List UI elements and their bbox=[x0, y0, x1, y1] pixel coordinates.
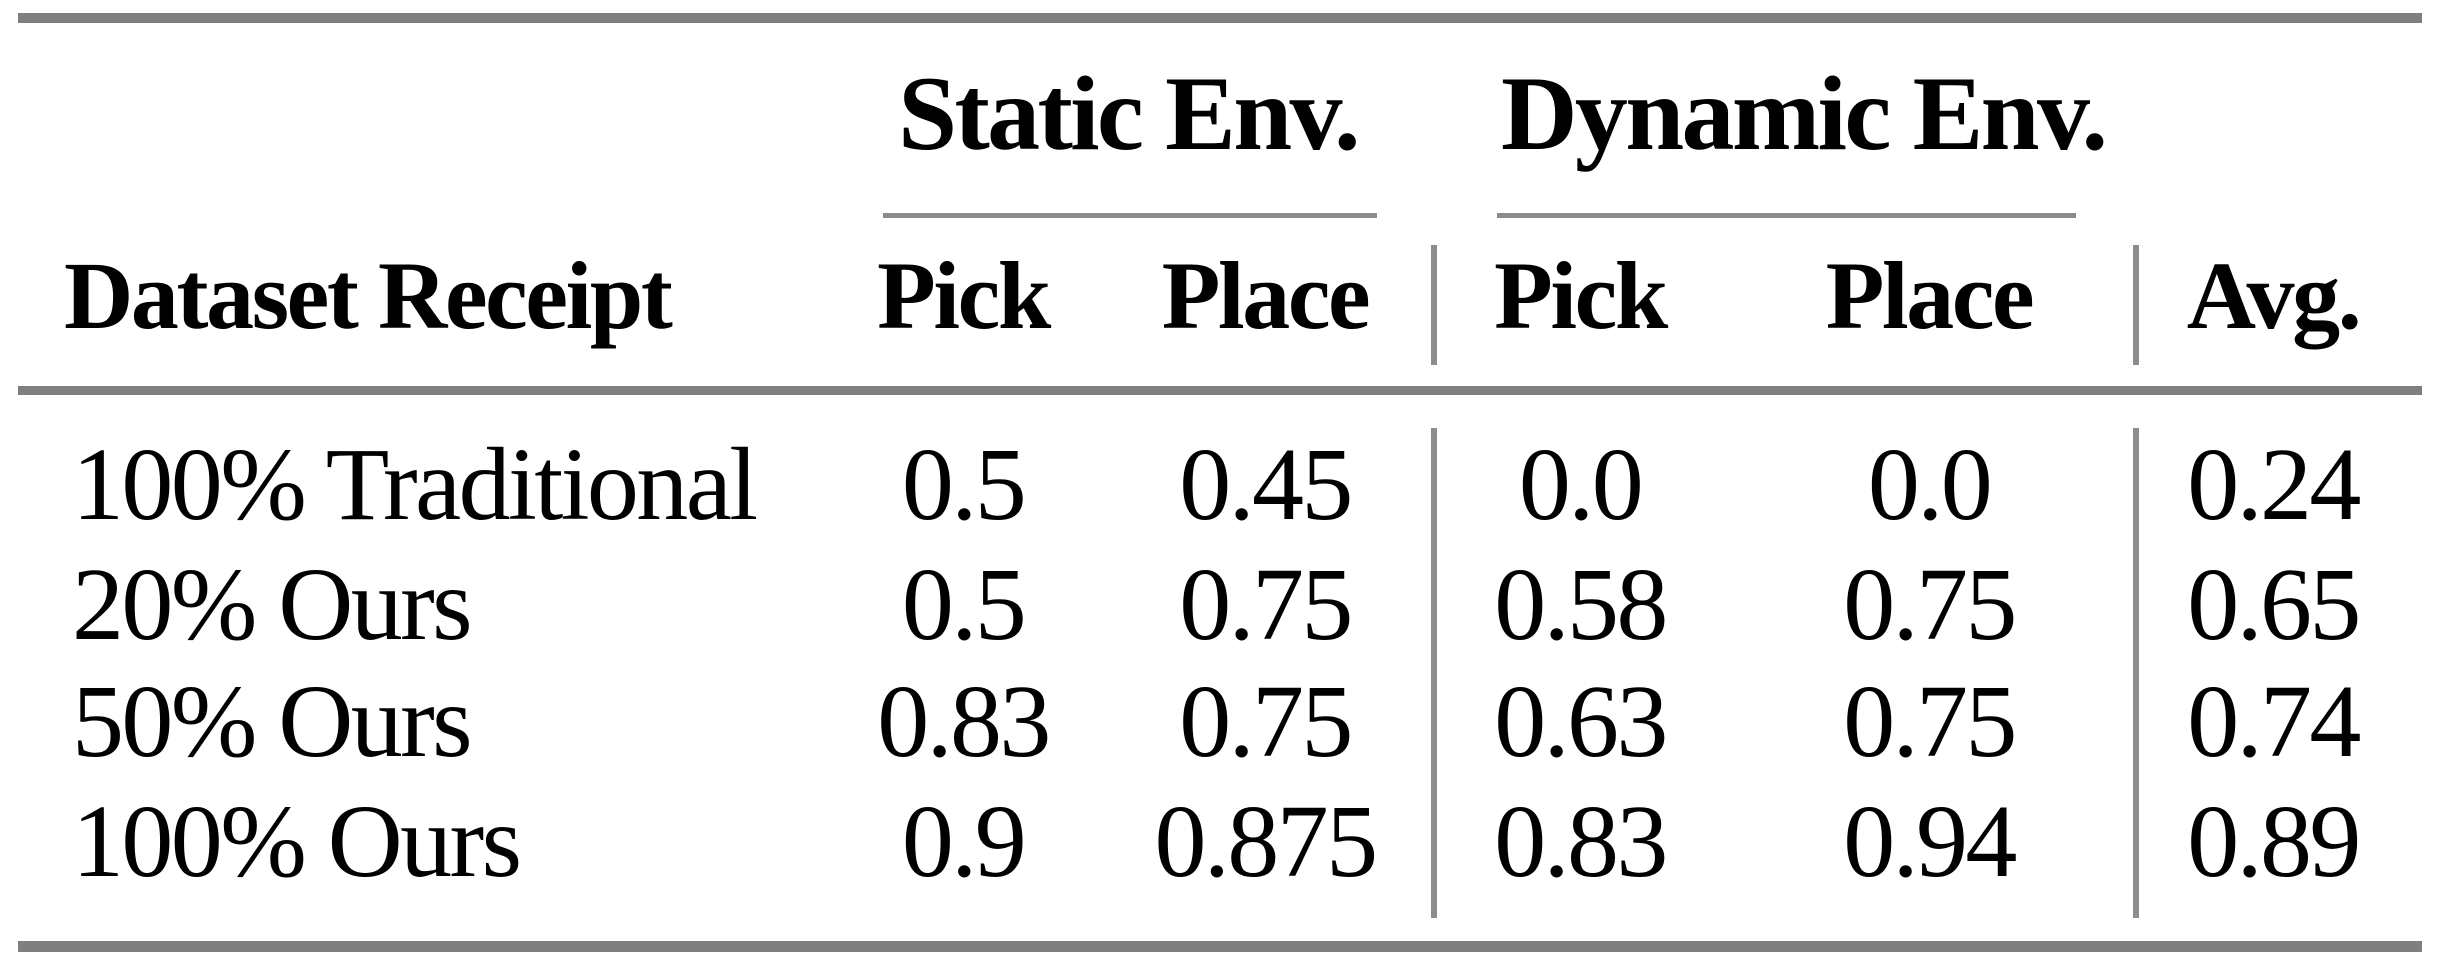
table-row: 50% Ours 0.83 0.75 0.63 0.75 0.74 bbox=[0, 670, 2440, 774]
column-header-dynamic-pick: Pick bbox=[1494, 242, 1668, 349]
vertical-divider-2-header bbox=[2133, 245, 2139, 365]
bottom-rule bbox=[18, 941, 2422, 952]
column-header-dynamic-place: Place bbox=[1825, 242, 2035, 349]
static-pick-value: 0.5 bbox=[901, 427, 1027, 542]
row-label: 100% Traditional bbox=[72, 427, 758, 542]
column-header-static-place: Place bbox=[1161, 242, 1371, 349]
row-label: 20% Ours bbox=[72, 547, 473, 662]
column-header-avg: Avg. bbox=[2186, 242, 2362, 349]
header-body-rule bbox=[18, 386, 2422, 395]
dynamic-place-value: 0.0 bbox=[1867, 427, 1993, 542]
dynamic-place-value: 0.94 bbox=[1843, 784, 2017, 899]
dynamic-pick-value: 0.0 bbox=[1518, 427, 1644, 542]
row-label: 100% Ours bbox=[72, 784, 522, 899]
dynamic-env-group-header: Dynamic Env. bbox=[1501, 55, 2108, 172]
dynamic-place-value: 0.75 bbox=[1843, 547, 2017, 662]
static-place-value: 0.875 bbox=[1154, 784, 1378, 899]
vertical-divider-2-body bbox=[2133, 428, 2139, 918]
avg-value: 0.89 bbox=[2187, 784, 2361, 899]
static-place-value: 0.75 bbox=[1179, 547, 1353, 662]
avg-value: 0.65 bbox=[2187, 547, 2361, 662]
avg-value: 0.74 bbox=[2187, 664, 2361, 779]
vertical-divider-1-body bbox=[1431, 428, 1437, 918]
table-row: 100% Ours 0.9 0.875 0.83 0.94 0.89 bbox=[0, 790, 2440, 894]
static-place-value: 0.45 bbox=[1179, 427, 1353, 542]
top-rule bbox=[18, 13, 2422, 23]
static-pick-value: 0.9 bbox=[901, 784, 1027, 899]
column-header-dataset-receipt: Dataset Receipt bbox=[64, 242, 673, 349]
dynamic-pick-value: 0.58 bbox=[1494, 547, 1668, 662]
static-env-group-header: Static Env. bbox=[898, 55, 1360, 172]
dynamic-env-underline bbox=[1497, 213, 2076, 218]
avg-value: 0.24 bbox=[2187, 427, 2361, 542]
dynamic-pick-value: 0.63 bbox=[1494, 664, 1668, 779]
static-pick-value: 0.83 bbox=[877, 664, 1051, 779]
static-env-underline bbox=[883, 213, 1377, 218]
column-header-row: Dataset Receipt Pick Place Pick Place Av… bbox=[0, 248, 2440, 344]
table-row: 100% Traditional 0.5 0.45 0.0 0.0 0.24 bbox=[0, 433, 2440, 537]
dynamic-pick-value: 0.83 bbox=[1494, 784, 1668, 899]
vertical-divider-1-header bbox=[1431, 245, 1437, 365]
static-place-value: 0.75 bbox=[1179, 664, 1353, 779]
table-row: 20% Ours 0.5 0.75 0.58 0.75 0.65 bbox=[0, 553, 2440, 657]
row-label: 50% Ours bbox=[72, 664, 473, 779]
static-pick-value: 0.5 bbox=[901, 547, 1027, 662]
column-group-header-row: Static Env. Dynamic Env. bbox=[0, 61, 2440, 167]
column-header-static-pick: Pick bbox=[877, 242, 1051, 349]
dynamic-place-value: 0.75 bbox=[1843, 664, 2017, 779]
